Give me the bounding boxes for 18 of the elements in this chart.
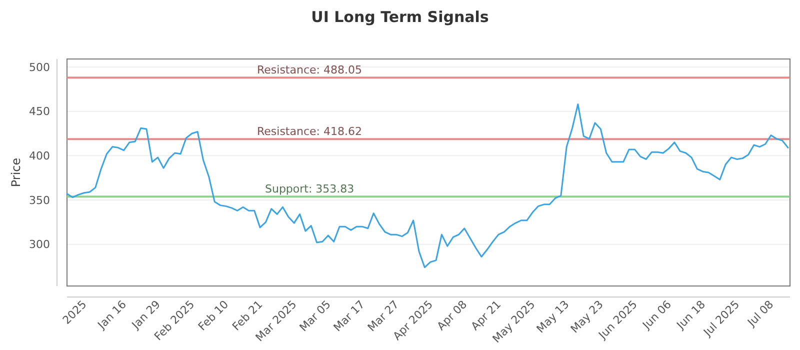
chart-title: UI Long Term Signals <box>311 8 489 26</box>
ref-line-label: Resistance: 418.62 <box>257 125 362 138</box>
y-tick-label: 500 <box>29 60 50 74</box>
y-tick-label: 300 <box>29 238 50 252</box>
y-tick-label: 450 <box>29 105 50 118</box>
y-tick-label: 350 <box>29 194 50 207</box>
y-axis-title: Price <box>9 158 23 188</box>
ref-line-label: Support: 353.83 <box>265 182 354 196</box>
x-tick-label: Feb 10 <box>196 298 232 334</box>
x-tick-label: Jun 06 <box>639 298 674 332</box>
x-tick-label: Mar 05 <box>297 298 334 334</box>
x-tick-label: Mar 17 <box>331 298 368 334</box>
ref-line-label: Resistance: 488.05 <box>257 64 362 77</box>
x-tick-label: Jul 08 <box>744 298 776 330</box>
x-tick-label: Apr 08 <box>434 298 470 333</box>
y-tick-label: 400 <box>29 150 50 162</box>
line-series <box>66 103 789 268</box>
x-tick-label: Jan 16 <box>94 298 129 332</box>
